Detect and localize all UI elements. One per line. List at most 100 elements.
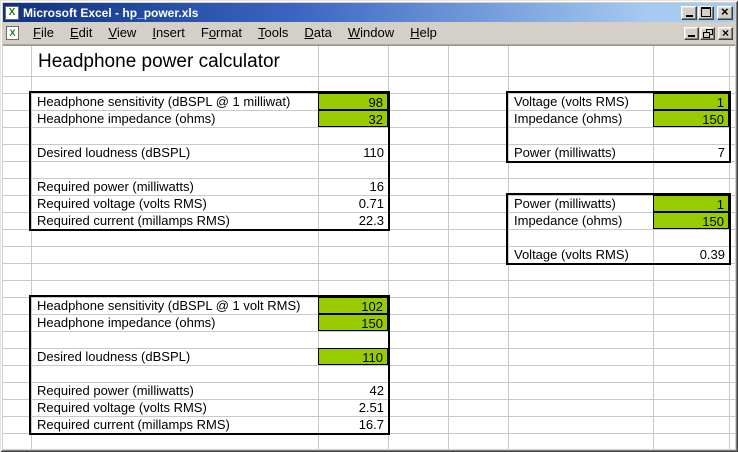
label-cell[interactable]: Power (milliwatts) — [514, 145, 616, 160]
table-row: Required voltage (volts RMS) 0.71 — [31, 195, 388, 212]
menu-items: File Edit View Insert Format Tools Data Window H… — [25, 24, 445, 42]
table-row — [508, 127, 729, 144]
label-cell[interactable]: Impedance (ohms) — [514, 111, 623, 126]
calc-table-power-to-voltage: Power (milliwatts) 1 Impedance (ohms) 150 Vo… — [506, 193, 731, 265]
result-cell[interactable] — [318, 331, 388, 348]
label-cell[interactable] — [31, 331, 318, 348]
title-bar[interactable]: Microsoft Excel - hp_power.xls — [3, 3, 735, 22]
result-cell[interactable]: 16 — [369, 179, 384, 194]
table-row: Power (milliwatts) 7 — [508, 144, 729, 161]
menu-edit[interactable]: Edit — [69, 25, 93, 40]
label-cell[interactable]: Required voltage (volts RMS) — [37, 196, 207, 211]
menu-bar: File Edit View Insert Format Tools Data Window H… — [3, 22, 735, 45]
result-cell[interactable]: 110 — [363, 145, 384, 160]
table-row: Required power (milliwatts) 42 — [31, 382, 388, 399]
result-cell[interactable]: 42 — [369, 383, 384, 398]
close-button[interactable] — [717, 5, 733, 20]
label-cell[interactable]: Impedance (ohms) — [514, 213, 623, 228]
result-cell[interactable] — [318, 127, 388, 144]
result-cell[interactable] — [653, 229, 729, 246]
table-row — [31, 127, 388, 144]
label-cell[interactable]: Headphone sensitivity (dBSPL @ 1 volt RM… — [37, 298, 301, 313]
label-cell[interactable]: Required voltage (volts RMS) — [37, 400, 207, 415]
workbook-window-controls — [683, 26, 735, 40]
input-cell[interactable]: 150 — [318, 314, 388, 331]
table-row: Power (milliwatts) 1 — [508, 195, 729, 212]
menu-window[interactable]: Window — [347, 25, 395, 40]
calc-table-sensitivity-milliwatt: Headphone sensitivity (dBSPL @ 1 milliwa… — [29, 91, 390, 231]
table-row: Impedance (ohms) 150 — [508, 110, 729, 127]
minimize-button[interactable] — [681, 5, 697, 20]
label-cell[interactable]: Required power (milliwatts) — [37, 383, 194, 398]
menu-insert[interactable]: Insert — [152, 25, 185, 40]
label-cell[interactable]: Required current (millamps RMS) — [37, 213, 230, 228]
menu-file[interactable]: File — [33, 25, 54, 40]
label-cell[interactable] — [31, 365, 318, 382]
close-icon — [718, 5, 732, 19]
table-row: Required current (millamps RMS) 22.3 — [31, 212, 388, 229]
label-cell[interactable]: Headphone impedance (ohms) — [37, 111, 216, 126]
table-row: Headphone sensitivity (dBSPL @ 1 volt RM… — [31, 297, 388, 314]
input-cell[interactable]: 98 — [318, 93, 388, 110]
input-cell[interactable]: 1 — [653, 195, 729, 212]
workbook-close-icon — [719, 26, 732, 40]
table-row: Voltage (volts RMS) 1 — [508, 93, 729, 110]
table-row: Required current (millamps RMS) 16.7 — [31, 416, 388, 433]
label-cell[interactable]: Headphone sensitivity (dBSPL @ 1 milliwa… — [37, 94, 291, 109]
table-row — [508, 229, 729, 246]
menu-data[interactable]: Data — [304, 25, 332, 40]
calc-table-voltage-to-power: Voltage (volts RMS) 1 Impedance (ohms) 150 P… — [506, 91, 731, 163]
title-bar-controls — [680, 5, 735, 20]
result-cell[interactable]: 0.71 — [358, 196, 384, 211]
result-cell[interactable] — [318, 161, 388, 178]
workbook-icon[interactable] — [6, 26, 19, 40]
table-row: Headphone sensitivity (dBSPL @ 1 milliwa… — [31, 93, 388, 110]
label-cell[interactable]: Required power (milliwatts) — [37, 179, 194, 194]
table-row: Impedance (ohms) 150 — [508, 212, 729, 229]
table-row: Required voltage (volts RMS) 2.51 — [31, 399, 388, 416]
table-row: Desired loudness (dBSPL) 110 — [31, 144, 388, 161]
row-gridlines — [3, 76, 735, 449]
result-cell[interactable]: 2.51 — [358, 400, 384, 415]
table-row: Required power (milliwatts) 16 — [31, 178, 388, 195]
table-row: Headphone impedance (ohms) 32 — [31, 110, 388, 127]
label-cell[interactable] — [508, 229, 653, 246]
label-cell[interactable]: Voltage (volts RMS) — [514, 94, 629, 109]
result-cell[interactable]: 0.39 — [699, 247, 725, 262]
input-cell[interactable]: 32 — [318, 110, 388, 127]
input-cell[interactable]: 150 — [653, 110, 729, 127]
label-cell[interactable]: Required current (millamps RMS) — [37, 417, 230, 432]
label-cell[interactable]: Voltage (volts RMS) — [514, 247, 629, 262]
label-cell[interactable]: Headphone impedance (ohms) — [37, 315, 216, 330]
input-cell[interactable]: 110 — [318, 348, 388, 365]
menu-format[interactable]: Format — [200, 25, 243, 40]
menu-help[interactable]: Help — [410, 25, 437, 40]
result-cell[interactable]: 7 — [717, 145, 725, 160]
excel-app-icon — [5, 5, 19, 20]
workbook-close-button[interactable] — [718, 26, 733, 40]
input-cell[interactable]: 1 — [653, 93, 729, 110]
table-row — [31, 331, 388, 348]
result-cell[interactable]: 22.3 — [358, 213, 384, 228]
menu-view[interactable]: View — [108, 25, 137, 40]
result-cell[interactable] — [653, 127, 729, 144]
input-cell[interactable]: 150 — [653, 212, 729, 229]
label-cell[interactable]: Desired loudness (dBSPL) — [37, 145, 191, 160]
spreadsheet-grid[interactable]: Headphone power calculator Headphone sen… — [3, 45, 735, 449]
workbook-restore-button[interactable] — [700, 26, 715, 40]
result-cell[interactable] — [318, 365, 388, 382]
menu-tools[interactable]: Tools — [258, 25, 289, 40]
input-cell[interactable]: 102 — [318, 297, 388, 314]
table-row — [31, 365, 388, 382]
label-cell[interactable]: Desired loudness (dBSPL) — [37, 349, 191, 364]
label-cell[interactable]: Power (milliwatts) — [514, 196, 616, 211]
maximize-button[interactable] — [698, 5, 714, 20]
result-cell[interactable]: 16.7 — [358, 417, 384, 432]
label-cell[interactable] — [31, 127, 318, 144]
sheet-title-cell[interactable]: Headphone power calculator — [38, 51, 286, 73]
label-cell[interactable] — [31, 161, 318, 178]
label-cell[interactable] — [508, 127, 653, 144]
workbook-minimize-button[interactable] — [684, 26, 699, 40]
table-row: Desired loudness (dBSPL) 110 — [31, 348, 388, 365]
